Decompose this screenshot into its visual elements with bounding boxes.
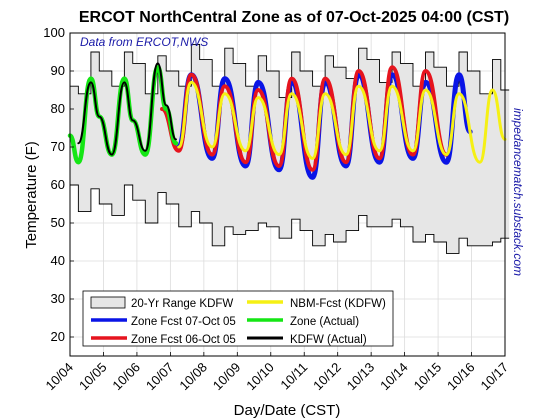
range-band-high-edge <box>70 43 510 99</box>
range-band-low-edge <box>70 184 510 254</box>
series-line-nbm-fcst <box>177 80 507 164</box>
series-line-kdfw-actual <box>77 62 177 156</box>
y-tick-label-8: 100 <box>43 25 65 40</box>
series-line-zone-fcst-oct6 <box>160 65 449 172</box>
x-tick-label-10: 10/14 <box>377 360 411 394</box>
x-tick-label-11: 10/15 <box>411 360 445 394</box>
legend-label-fcst-oct7: Zone Fcst 07-Oct 05 <box>131 316 236 328</box>
legend-label-range: 20-Yr Range KDFW <box>131 298 233 310</box>
data-source-note: Data from ERCOT,NWS <box>80 35 208 49</box>
y-tick-label-4: 60 <box>51 177 65 192</box>
legend-label-zone-actual: Zone (Actual) <box>290 316 359 328</box>
y-tick-label-1: 30 <box>51 291 65 306</box>
series-line-zone-fcst-oct7 <box>176 72 473 180</box>
x-tick-label-0: 10/04 <box>43 360 77 394</box>
series-layer <box>67 62 507 180</box>
x-tick-label-13: 10/17 <box>478 360 512 394</box>
y-tick-label-7: 90 <box>51 63 65 78</box>
legend-label-nbm: NBM-Fcst (KDFW) <box>290 298 386 310</box>
x-tick-label-5: 10/09 <box>210 360 244 394</box>
legend-label-kdfw-actual: KDFW (Actual) <box>290 334 367 346</box>
y-ticks: 20 30 40 50 60 70 80 90 100 <box>43 25 74 344</box>
legend: 20-Yr Range KDFW NBM-Fcst (KDFW) Zone Fc… <box>82 290 394 347</box>
y-tick-label-3: 50 <box>51 215 65 230</box>
x-tick-label-2: 10/06 <box>109 360 143 394</box>
x-axis-label: Day/Date (CST) <box>234 402 341 419</box>
y-tick-label-2: 40 <box>51 253 65 268</box>
legend-swatch-range <box>90 296 126 309</box>
x-tick-label-3: 10/07 <box>143 360 177 394</box>
plot-frame <box>69 32 506 357</box>
x-tick-label-6: 10/10 <box>243 360 277 394</box>
x-tick-label-7: 10/11 <box>277 360 310 393</box>
legend-box <box>82 290 394 347</box>
y-tick-label-0: 20 <box>51 329 65 344</box>
side-note: impedancematch.substack.com <box>511 108 525 276</box>
y-axis-label: Temperature (F) <box>23 141 40 249</box>
legend-label-fcst-oct6: Zone Fcst 06-Oct 05 <box>131 334 236 346</box>
x-tick-label-12: 10/16 <box>444 360 478 394</box>
x-tick-label-8: 10/12 <box>310 360 344 394</box>
x-tick-label-9: 10/13 <box>344 360 378 394</box>
x-ticks: 10/04 10/05 10/06 10/07 10/08 10/09 10/10 10/11… <box>43 352 512 394</box>
y-tick-label-6: 80 <box>51 101 65 116</box>
chart-title: ERCOT NorthCentral Zone as of 07-Oct-202… <box>79 9 509 26</box>
x-tick-label-4: 10/08 <box>176 360 210 394</box>
x-tick-label-1: 10/05 <box>76 360 110 394</box>
y-tick-label-5: 70 <box>51 139 65 154</box>
